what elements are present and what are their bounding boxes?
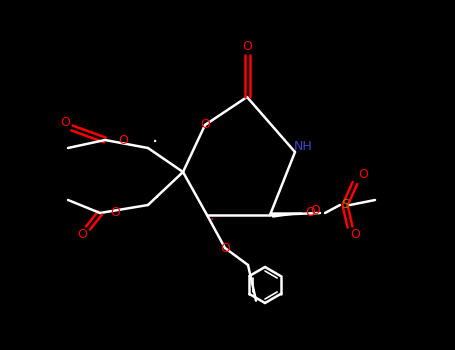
Text: O: O [110, 206, 120, 219]
Text: ·: · [154, 189, 160, 208]
Text: ·: · [210, 213, 214, 227]
Text: O: O [305, 206, 315, 219]
Text: O: O [220, 241, 230, 254]
Text: O: O [310, 203, 320, 217]
Text: ·: · [152, 133, 158, 152]
Text: S: S [341, 198, 349, 211]
Text: O: O [200, 119, 210, 132]
Text: O: O [358, 168, 368, 182]
Text: O: O [242, 41, 252, 54]
Text: O: O [350, 229, 360, 241]
Text: O: O [60, 116, 70, 128]
Text: O: O [77, 229, 87, 241]
Text: O: O [118, 133, 128, 147]
Polygon shape [270, 213, 302, 217]
Text: NH: NH [293, 140, 313, 154]
